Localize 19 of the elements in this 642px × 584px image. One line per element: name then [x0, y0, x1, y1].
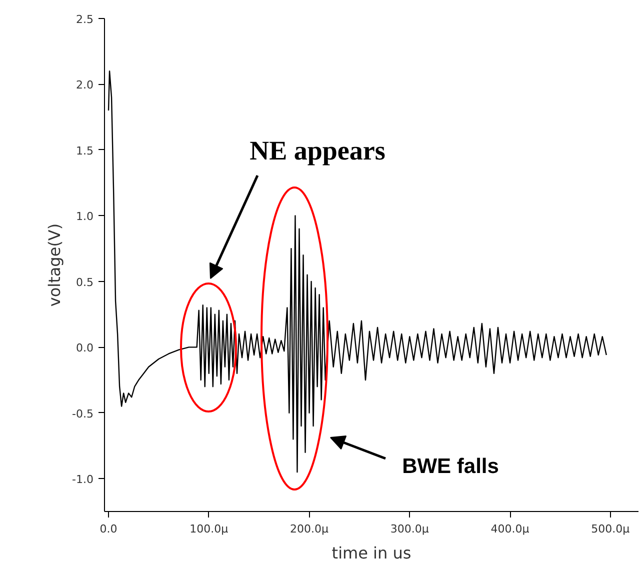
- x-tick-label: 0.0: [100, 522, 118, 536]
- y-tick-label: -0.5: [72, 407, 94, 420]
- x-tick-label: 500.0μ: [591, 522, 630, 536]
- y-tick-label: 0.5: [76, 276, 94, 289]
- annotation: BWE falls: [402, 455, 499, 478]
- x-tick-label: 300.0μ: [390, 522, 429, 536]
- y-tick-label: 1.0: [76, 210, 94, 224]
- x-axis-title: time in us: [332, 544, 412, 562]
- line-series: [108, 70, 607, 473]
- x-tick-label: 200.0μ: [290, 522, 329, 536]
- y-tick-label: 0.0: [76, 342, 94, 355]
- y-tick-label: 2.0: [76, 78, 94, 92]
- annotation: NE appears: [250, 136, 386, 166]
- y-axis-title: voltage(V): [45, 223, 64, 307]
- y-tick-label: 2.5: [76, 13, 94, 26]
- x-tick-label: 100.0μ: [190, 522, 228, 536]
- y-tick-label: -1.0: [72, 473, 94, 486]
- x-tick-label: 400.0μ: [490, 522, 530, 536]
- y-tick-label: 1.5: [76, 144, 94, 158]
